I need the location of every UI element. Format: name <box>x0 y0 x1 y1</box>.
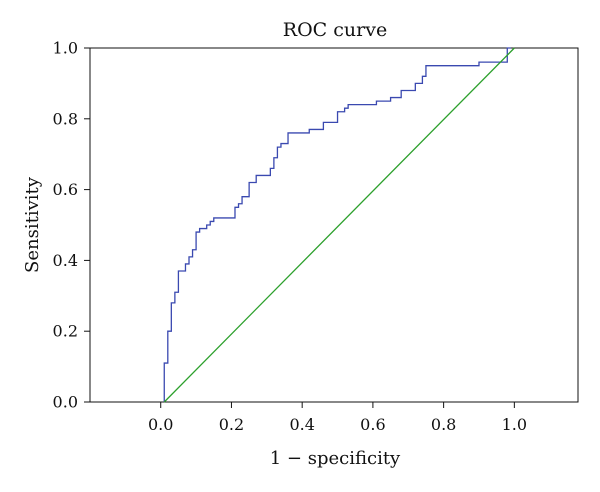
y-tick-label: 0.4 <box>53 251 78 270</box>
x-axis-label: 1 − specificity <box>270 448 401 469</box>
chart-title: ROC curve <box>283 19 387 41</box>
y-tick-label: 0.0 <box>53 393 78 412</box>
y-tick-label: 1.0 <box>53 39 78 58</box>
series-layer <box>163 47 515 403</box>
x-tick-label: 0.6 <box>360 415 385 434</box>
y-axis-label: Sensitivity <box>22 176 43 273</box>
x-tick-label: 1.0 <box>502 415 527 434</box>
y-tick-label: 0.8 <box>53 109 78 128</box>
reference-diagonal-line <box>163 47 515 403</box>
roc-curve-line <box>163 47 511 402</box>
plot-frame <box>89 47 579 403</box>
x-tick-label: 0.2 <box>219 415 244 434</box>
y-tick-label: 0.6 <box>53 180 78 199</box>
x-tick-label: 0.4 <box>289 415 314 434</box>
x-axis: 0.0 0.2 0.4 0.6 0.8 1.0 <box>148 402 527 434</box>
x-tick-label: 0.0 <box>148 415 173 434</box>
x-tick-label: 0.8 <box>431 415 456 434</box>
y-axis: 0.0 0.2 0.4 0.6 0.8 1.0 <box>53 39 90 412</box>
y-tick-label: 0.2 <box>53 322 78 341</box>
